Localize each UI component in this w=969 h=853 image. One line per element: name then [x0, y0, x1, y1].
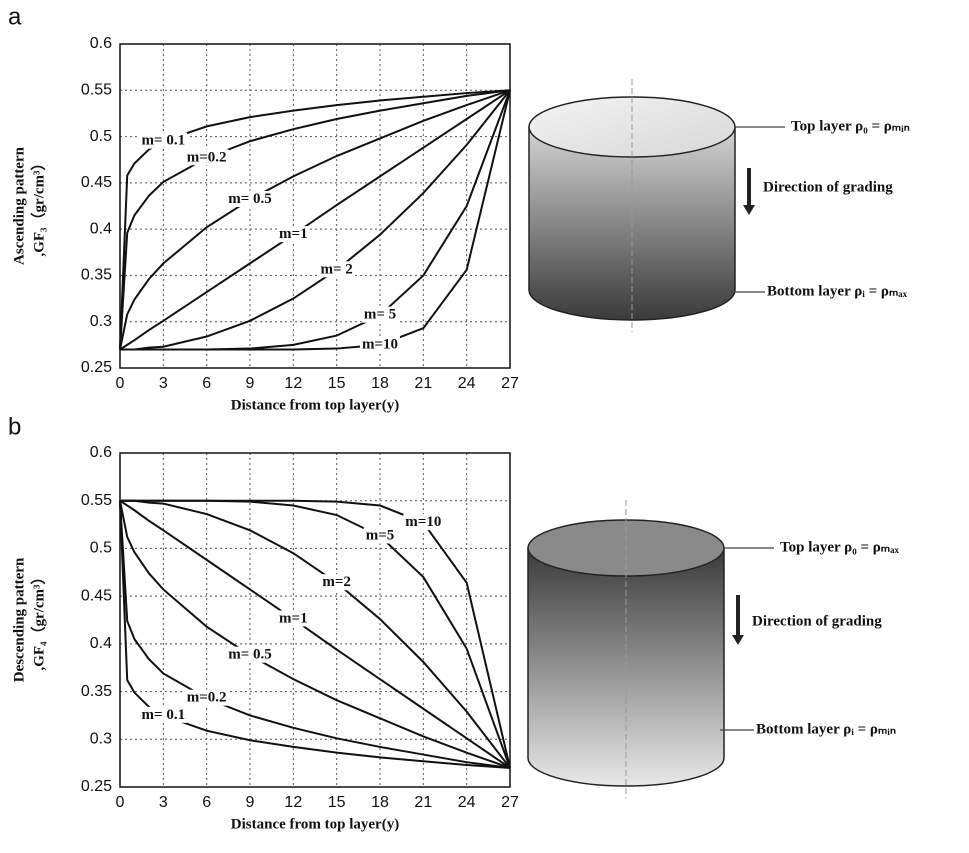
direction-label: Direction of grading: [752, 613, 882, 629]
y-axis-label: Descending pattern: [11, 557, 27, 682]
x-tick-label: 3: [159, 794, 168, 811]
curve: [120, 501, 510, 768]
x-tick-label: 0: [116, 375, 125, 392]
y-axis-label: ,GF₃（gr/cm³）: [29, 155, 47, 256]
x-tick-label: 15: [328, 794, 346, 811]
x-axis-label: Distance from top layer(y): [231, 816, 399, 832]
y-tick-label: 0.55: [81, 82, 112, 99]
curve-label: m=1: [279, 610, 308, 626]
y-tick-label: 0.3: [90, 731, 112, 748]
plot-frame: [120, 44, 510, 368]
curve-label: m= 0.5: [228, 647, 272, 663]
y-tick-label: 0.25: [81, 778, 112, 795]
x-tick-label: 3: [159, 375, 168, 392]
x-tick-label: 21: [414, 375, 432, 392]
x-tick-label: 21: [414, 794, 432, 811]
x-tick-label: 9: [246, 794, 255, 811]
plot-frame: [120, 453, 510, 787]
y-tick-label: 0.4: [90, 635, 112, 652]
y-tick-label: 0.6: [90, 444, 112, 461]
y-tick-label: 0.45: [81, 174, 112, 191]
x-tick-label: 18: [371, 375, 389, 392]
top-layer-label: Top layer ρ₀ = ρₘₐₓ: [780, 539, 900, 555]
y-tick-label: 0.45: [81, 587, 112, 604]
x-tick-label: 27: [501, 375, 519, 392]
y-tick-label: 0.6: [90, 35, 112, 52]
bottom-layer-label: Bottom layer ρᵢ = ρₘᵢₙ: [756, 721, 896, 737]
x-axis-label: Distance from top layer(y): [231, 397, 399, 413]
curve-label: m=5: [366, 527, 395, 543]
curve-label: m= 0.1: [142, 133, 186, 149]
arrow-head: [743, 205, 755, 215]
x-tick-label: 6: [202, 375, 211, 392]
curve-label: m=0.2: [187, 690, 227, 706]
x-tick-label: 18: [371, 794, 389, 811]
curve-label: m= 0.1: [142, 707, 186, 723]
x-tick-label: 9: [246, 375, 255, 392]
y-tick-label: 0.5: [90, 540, 112, 557]
y-tick-label: 0.25: [81, 359, 112, 376]
panel-label: a: [8, 3, 22, 30]
figure: a 0 3 6 9 12 15 18 21 24 27 0.25 0.3 0.35 0.4 0.45 0.5 0.…: [0, 0, 969, 853]
top-layer-label: Top layer ρ₀ = ρₘᵢₙ: [791, 118, 910, 134]
x-tick-label: 0: [116, 794, 125, 811]
y-tick-label: 0.55: [81, 492, 112, 509]
y-tick-label: 0.3: [90, 313, 112, 330]
y-tick-label: 0.35: [81, 683, 112, 700]
curve-label: m=0.2: [187, 149, 227, 165]
curve: [120, 90, 510, 349]
curve-label: m= 5: [364, 307, 396, 323]
curve-label: m=10: [405, 514, 441, 530]
x-tick-label: 12: [284, 794, 302, 811]
y-tick-label: 0.5: [90, 128, 112, 145]
x-tick-label: 6: [202, 794, 211, 811]
curve-label: m=1: [279, 226, 308, 242]
curve-label: m= 2: [321, 261, 353, 277]
y-axis-label: Ascending pattern: [11, 146, 27, 265]
direction-label: Direction of grading: [763, 179, 893, 195]
x-tick-label: 12: [284, 375, 302, 392]
y-axis-label: ,GF₄（gr/cm³）: [29, 569, 47, 670]
x-tick-label: 27: [501, 794, 519, 811]
x-tick-label: 15: [328, 375, 346, 392]
curve-label: m=2: [322, 574, 351, 590]
bottom-layer-label: Bottom layer ρᵢ = ρₘₐₓ: [767, 283, 908, 299]
arrow-head: [732, 635, 744, 645]
panel-label: b: [8, 413, 21, 440]
curve-label: m= 0.5: [228, 191, 272, 207]
x-tick-label: 24: [458, 794, 476, 811]
y-tick-label: 0.35: [81, 267, 112, 284]
x-tick-label: 24: [458, 375, 476, 392]
y-tick-label: 0.4: [90, 220, 112, 237]
curve-label: m=10: [362, 336, 398, 352]
